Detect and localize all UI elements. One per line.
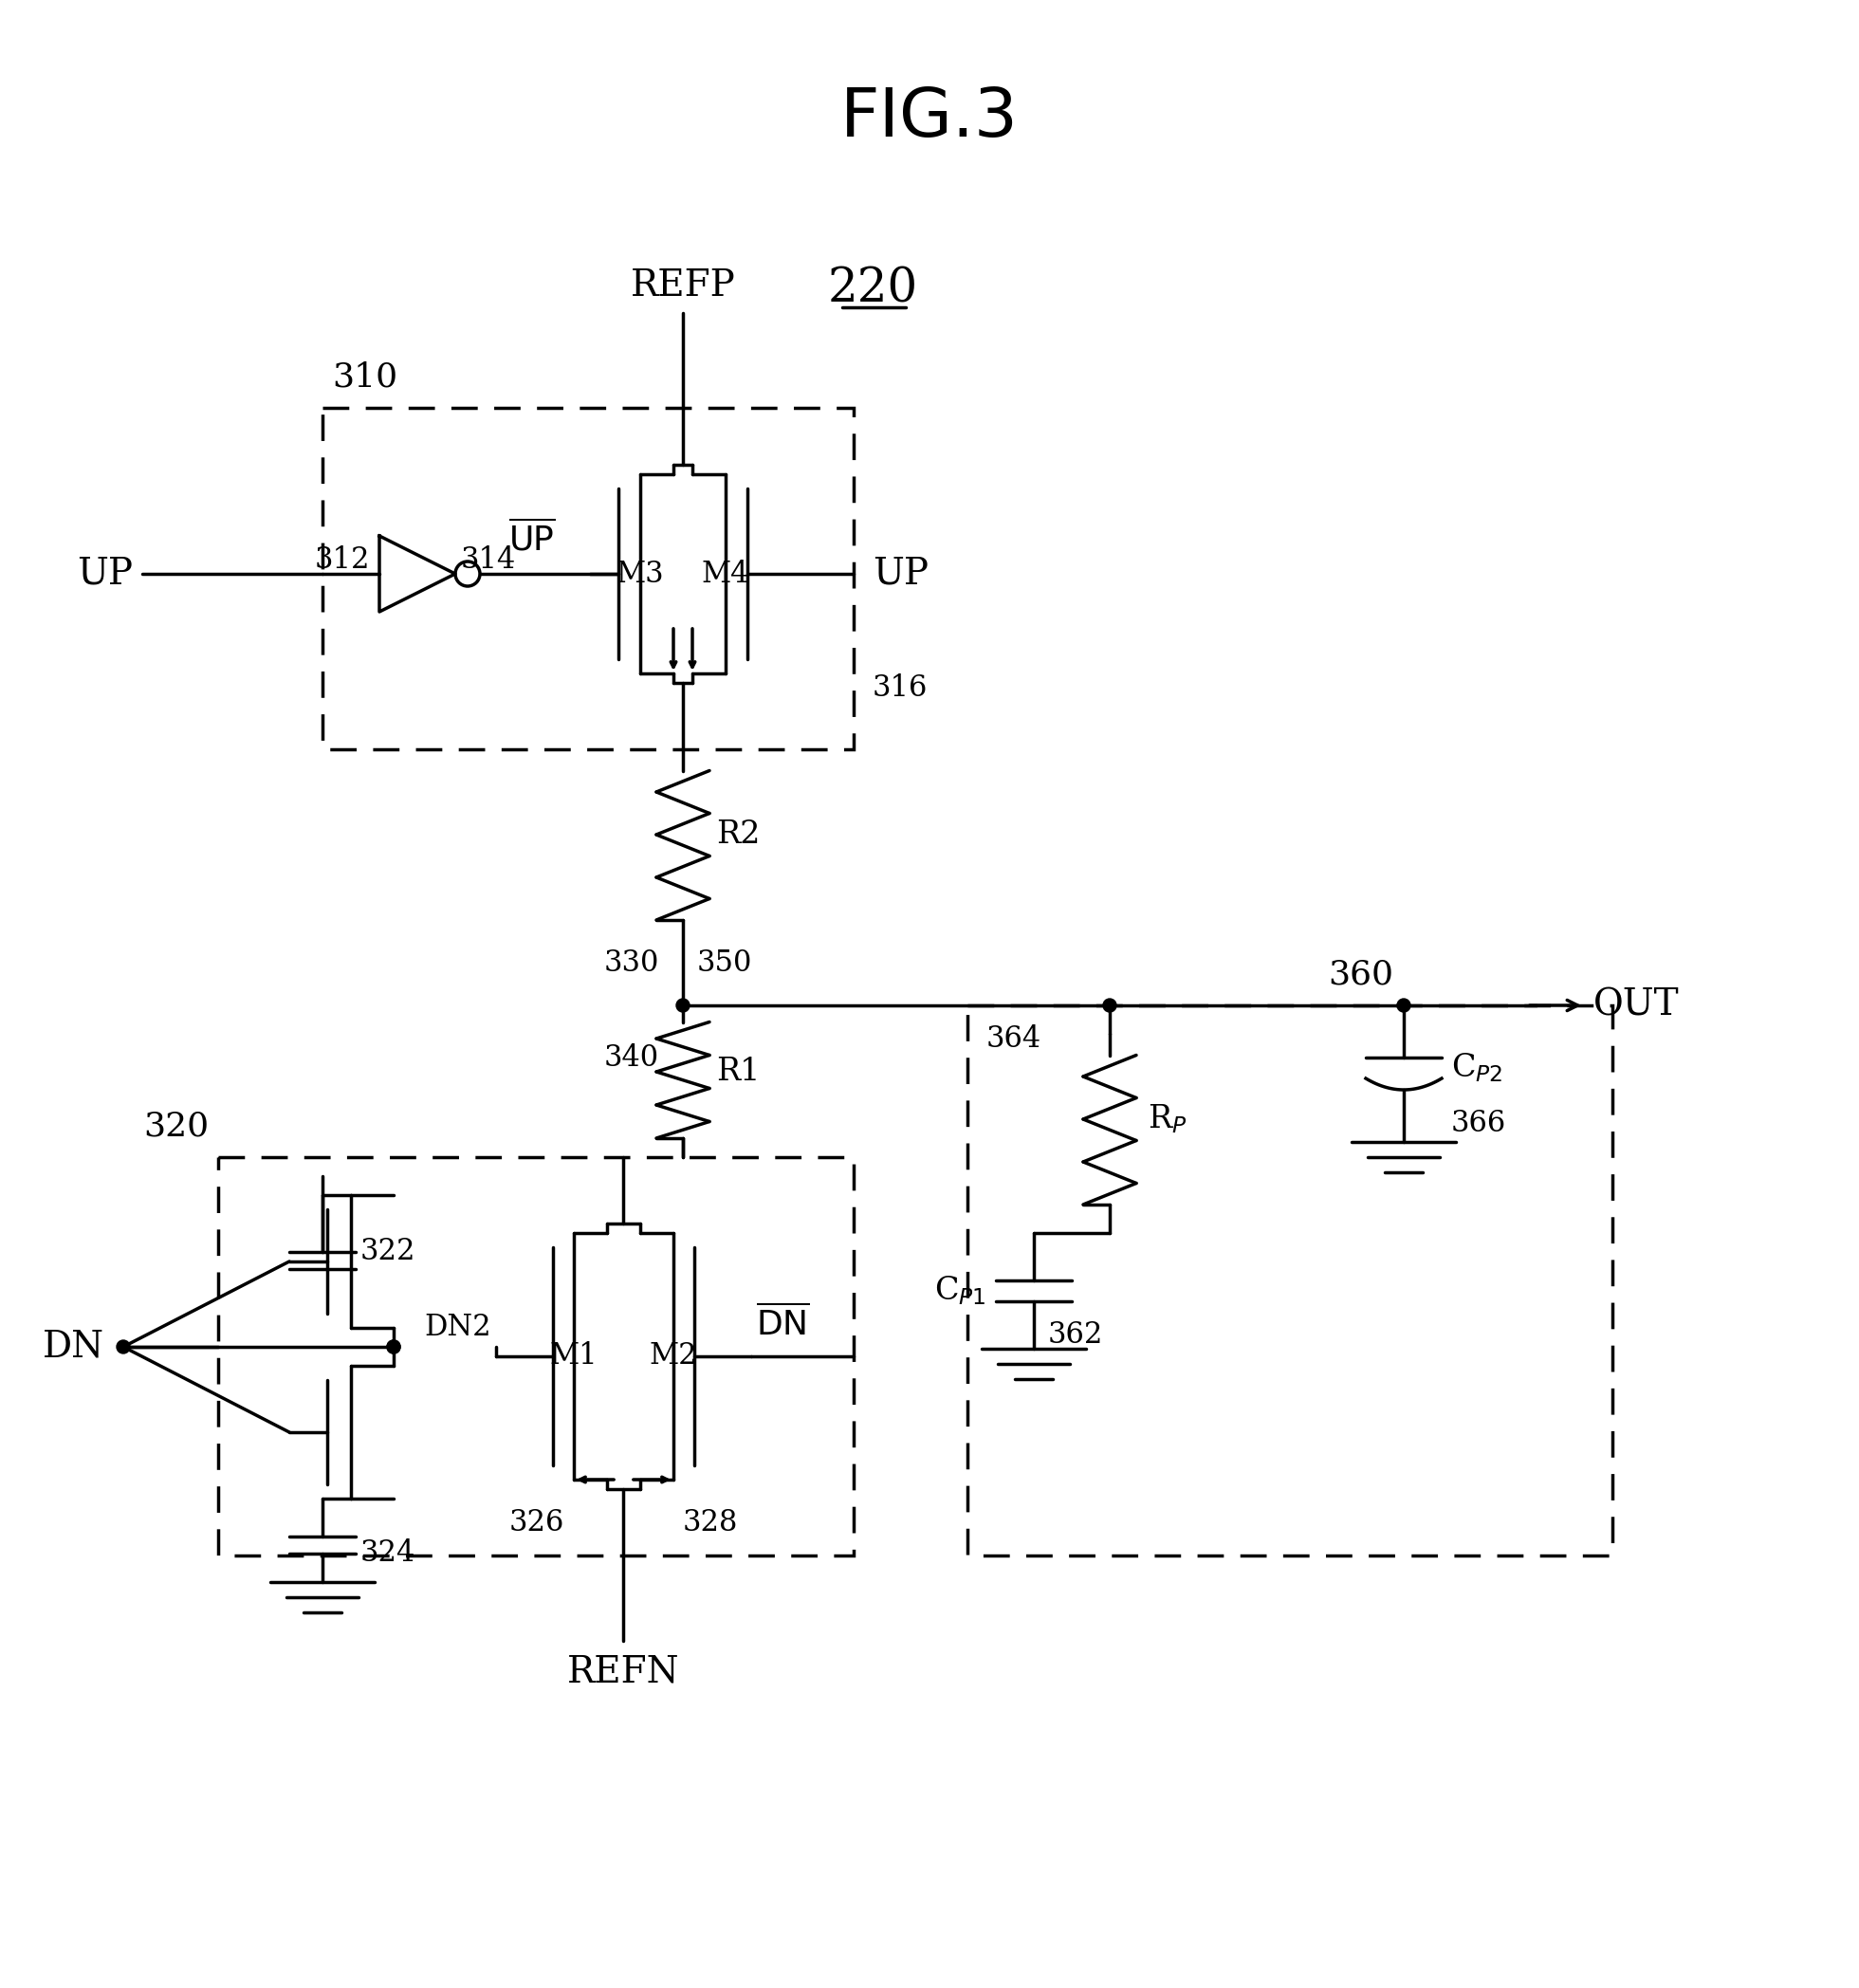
Text: 340: 340 <box>604 1044 660 1074</box>
Text: 316: 316 <box>872 674 928 704</box>
Bar <box>967 1006 1612 1555</box>
Text: UP: UP <box>76 557 132 590</box>
Text: M2: M2 <box>649 1342 697 1372</box>
Text: 328: 328 <box>682 1509 738 1537</box>
Bar <box>322 408 853 749</box>
Text: M1: M1 <box>550 1342 599 1372</box>
Text: 312: 312 <box>314 545 370 575</box>
Text: DN2: DN2 <box>424 1312 491 1342</box>
Text: 314: 314 <box>461 545 517 575</box>
Text: 350: 350 <box>697 948 753 978</box>
Text: DN: DN <box>43 1330 104 1364</box>
Text: R1: R1 <box>716 1056 760 1087</box>
Circle shape <box>1398 998 1411 1012</box>
Text: R2: R2 <box>716 819 760 849</box>
Text: $\overline{\mathrm{UP}}$: $\overline{\mathrm{UP}}$ <box>508 519 556 557</box>
Text: REFP: REFP <box>630 268 736 304</box>
Text: 220: 220 <box>827 266 918 312</box>
Text: 330: 330 <box>604 948 660 978</box>
Text: M3: M3 <box>615 559 664 588</box>
Text: UP: UP <box>872 557 928 590</box>
Text: 310: 310 <box>333 362 398 394</box>
Text: OUT: OUT <box>1593 988 1679 1024</box>
Text: FIG.3: FIG.3 <box>840 85 1019 151</box>
Circle shape <box>387 1340 400 1354</box>
Text: 360: 360 <box>1327 958 1392 992</box>
Text: C$_{P1}$: C$_{P1}$ <box>935 1274 987 1308</box>
Text: 326: 326 <box>509 1509 565 1537</box>
Text: C$_{P2}$: C$_{P2}$ <box>1452 1052 1502 1083</box>
Text: $\overline{\mathrm{DN}}$: $\overline{\mathrm{DN}}$ <box>757 1304 811 1342</box>
Bar <box>218 1157 853 1555</box>
Circle shape <box>677 998 690 1012</box>
Text: M4: M4 <box>701 559 749 588</box>
Text: 366: 366 <box>1452 1109 1506 1139</box>
Text: 364: 364 <box>987 1024 1041 1054</box>
Text: 362: 362 <box>1048 1320 1104 1350</box>
Circle shape <box>387 1340 400 1354</box>
Text: 324: 324 <box>361 1539 416 1569</box>
Circle shape <box>1102 998 1117 1012</box>
Text: 320: 320 <box>143 1111 208 1143</box>
Circle shape <box>117 1340 130 1354</box>
Text: 322: 322 <box>361 1237 416 1266</box>
Text: R$_P$: R$_P$ <box>1147 1103 1188 1135</box>
Text: REFN: REFN <box>567 1656 679 1690</box>
